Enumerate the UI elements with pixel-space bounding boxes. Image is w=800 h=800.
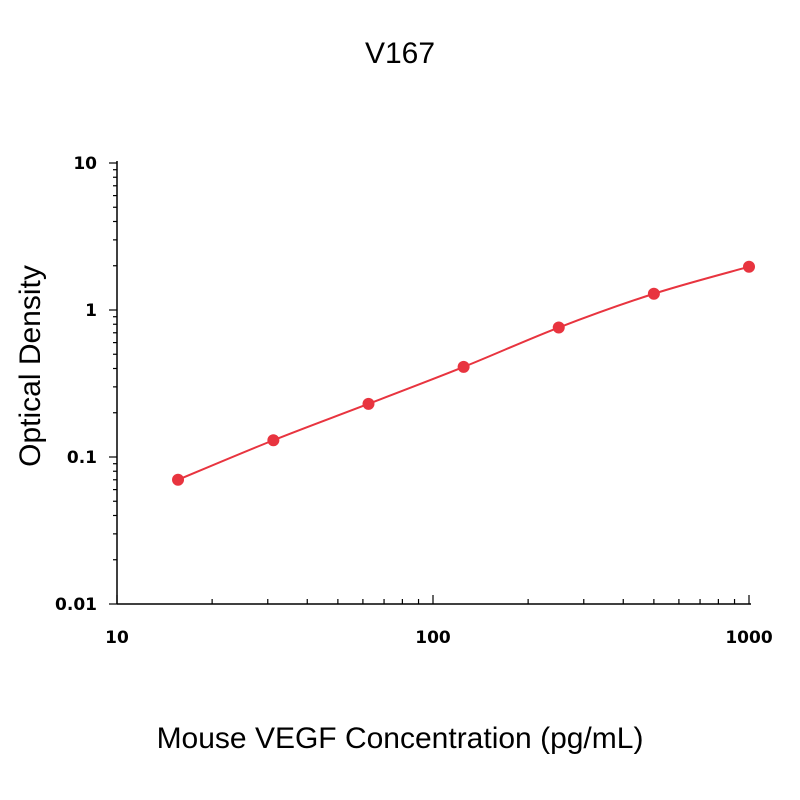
y-tick-label: 0.01 — [55, 595, 97, 615]
x-tick-label: 1000 — [725, 628, 772, 648]
y-tick-label: 0.1 — [67, 448, 97, 468]
data-point — [457, 360, 470, 373]
data-point — [552, 321, 565, 334]
y-tick-label: 10 — [73, 154, 97, 174]
data-point — [267, 434, 280, 447]
data-point — [743, 260, 755, 273]
fit-curve — [177, 265, 750, 481]
y-axis-label: Optical Density — [14, 265, 47, 467]
data-point — [172, 473, 185, 486]
x-axis-ticks: 10 100 1000 — [105, 595, 773, 648]
y-axis-ticks: 0.01 0.1 1 10 — [55, 154, 117, 615]
data-point — [647, 287, 660, 300]
plot-area — [172, 260, 755, 486]
y-tick-label: 1 — [85, 301, 97, 321]
x-axis-label: Mouse VEGF Concentration (pg/mL) — [157, 722, 644, 755]
data-point — [362, 397, 375, 410]
x-tick-label: 10 — [105, 628, 129, 648]
x-tick-label: 100 — [415, 628, 451, 648]
axes — [116, 161, 751, 605]
chart-title: V167 — [365, 37, 435, 70]
